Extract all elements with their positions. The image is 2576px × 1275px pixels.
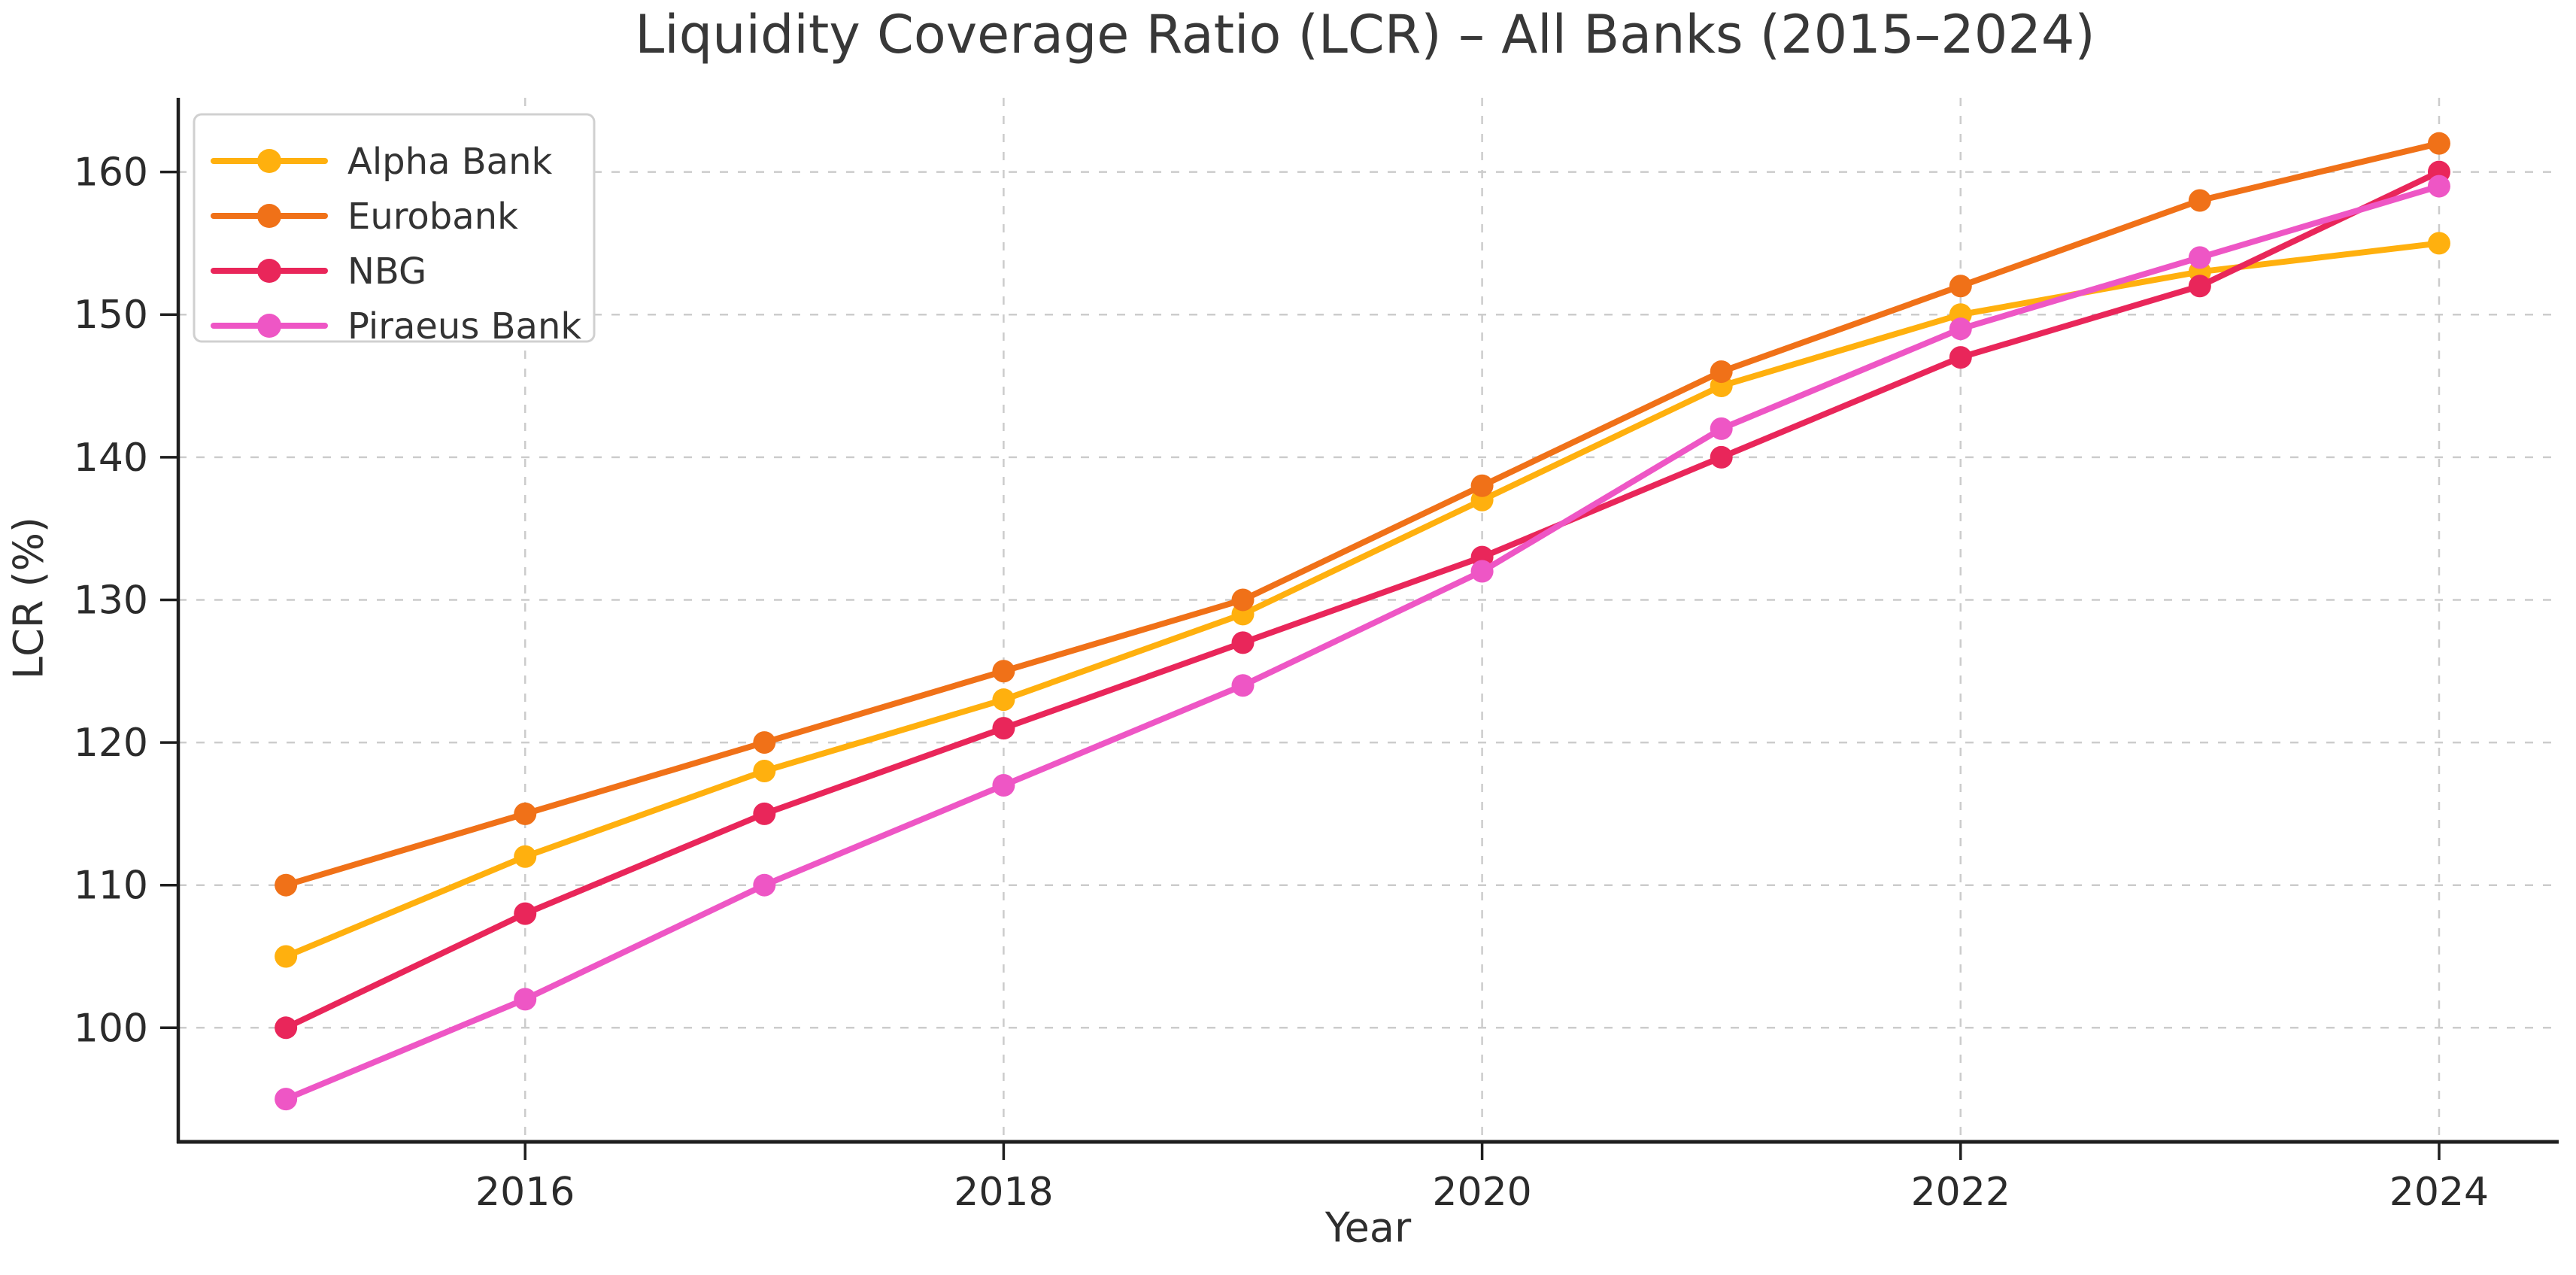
y-tick-label: 100: [74, 1006, 148, 1051]
data-point-eurobank-2019: [1231, 588, 1255, 612]
data-point-eurobank-2020: [1470, 474, 1494, 497]
legend-item-piraeus-bank: Piraeus Bank: [211, 305, 581, 348]
legend-item-alpha-bank: Alpha Bank: [211, 141, 553, 183]
data-point-nbg-2023: [2188, 275, 2211, 298]
data-point-nbg-2015: [275, 1016, 298, 1040]
series-line-eurobank: [283, 140, 2442, 888]
legend-swatch-dot: [257, 149, 281, 173]
data-point-alpha-bank-2016: [514, 845, 537, 868]
x-tick-label: 2022: [1911, 1170, 2010, 1215]
legend-label: Piraeus Bank: [347, 305, 581, 348]
data-point-nbg-2022: [1949, 346, 1972, 369]
data-point-eurobank-2022: [1949, 275, 1972, 298]
legend-item-nbg: NBG: [211, 250, 426, 293]
series-piraeus-bank: [275, 175, 2450, 1111]
x-tick-label: 2018: [954, 1170, 1053, 1215]
data-point-piraeus-bank-2016: [514, 988, 537, 1011]
y-tick-label: 160: [74, 150, 148, 196]
gridlines: [178, 98, 2559, 1142]
data-point-alpha-bank-2024: [2427, 232, 2450, 255]
data-point-nbg-2017: [753, 802, 776, 825]
series-line-nbg: [283, 168, 2442, 1031]
data-point-eurobank-2018: [992, 660, 1015, 683]
y-tick-label: 130: [74, 578, 148, 623]
data-point-eurobank-2017: [753, 731, 776, 754]
data-point-piraeus-bank-2018: [992, 773, 1015, 797]
data-point-nbg-2019: [1231, 631, 1255, 654]
data-point-alpha-bank-2015: [275, 945, 298, 968]
data-point-alpha-bank-2017: [753, 759, 776, 782]
data-point-piraeus-bank-2022: [1949, 317, 1972, 341]
legend: Alpha Bank Eurobank NBG Piraeus Bank: [193, 113, 596, 348]
data-point-nbg-2021: [1710, 445, 1733, 469]
legend-swatch-dot: [257, 314, 281, 338]
data-point-nbg-2018: [992, 717, 1015, 740]
legend-label: Eurobank: [347, 196, 518, 238]
y-tick-label: 140: [74, 436, 148, 481]
legend-label: NBG: [347, 250, 426, 293]
y-tick-label: 120: [74, 721, 148, 766]
chart-title: Liquidity Coverage Ratio (LCR) – All Ban…: [635, 4, 2095, 65]
legend-swatch-dot: [257, 204, 281, 228]
series-nbg: [275, 160, 2450, 1040]
data-point-piraeus-bank-2020: [1470, 560, 1494, 583]
data-point-nbg-2016: [514, 902, 537, 925]
data-point-piraeus-bank-2024: [2427, 175, 2450, 198]
x-axis-label: Year: [1324, 1204, 1412, 1252]
data-point-piraeus-bank-2019: [1231, 674, 1255, 697]
axes: 100 110 120 130 140 150 160 2016 2018 2020 2022 202…: [74, 98, 2559, 1215]
data-point-eurobank-2023: [2188, 189, 2211, 212]
data-point-piraeus-bank-2021: [1710, 417, 1733, 440]
legend-item-eurobank: Eurobank: [211, 196, 518, 238]
data-point-eurobank-2015: [275, 873, 298, 897]
data-point-piraeus-bank-2017: [753, 873, 776, 897]
data-point-eurobank-2024: [2427, 132, 2450, 155]
series-line-piraeus-bank: [283, 183, 2442, 1103]
series-eurobank: [275, 132, 2450, 897]
data-point-eurobank-2016: [514, 802, 537, 825]
x-tick-label: 2024: [2389, 1170, 2489, 1215]
legend-box: [193, 113, 596, 343]
data-point-alpha-bank-2018: [992, 688, 1015, 712]
x-tick-label: 2016: [475, 1170, 575, 1215]
x-tick-label: 2020: [1432, 1170, 1531, 1215]
data-point-eurobank-2021: [1710, 360, 1733, 384]
data-point-piraeus-bank-2015: [275, 1088, 298, 1111]
y-tick-label: 150: [74, 293, 148, 338]
data-point-piraeus-bank-2023: [2188, 246, 2211, 269]
legend-swatch-dot: [257, 259, 281, 283]
legend-label: Alpha Bank: [347, 141, 553, 183]
y-tick-label: 110: [74, 864, 148, 909]
